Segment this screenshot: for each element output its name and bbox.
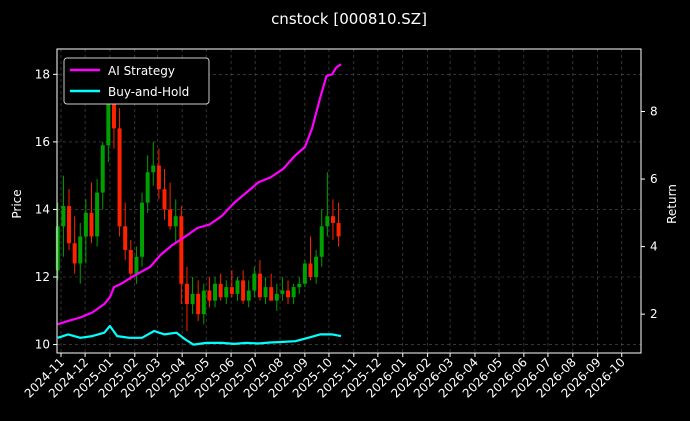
candle-body — [83, 212, 88, 237]
left-axis-label: Price — [10, 189, 24, 218]
candle-body — [297, 283, 302, 288]
candle-body — [218, 283, 223, 298]
candle-body — [156, 165, 161, 190]
candle-body — [302, 263, 307, 284]
candle-body — [117, 128, 122, 227]
candle-body — [196, 293, 201, 315]
candle-body — [330, 216, 335, 223]
right-tick-label: 4 — [650, 240, 658, 254]
candle-body — [213, 283, 218, 301]
right-axis-label: Return — [665, 184, 679, 224]
right-axis: 2 4 6 8 — [641, 104, 658, 321]
candle-body — [291, 287, 296, 298]
series-line-buy-and-hold — [57, 324, 342, 346]
candle-body — [280, 290, 285, 294]
candle-body — [151, 165, 156, 173]
candle-body — [162, 189, 167, 210]
candle-body — [269, 287, 274, 301]
candle-body — [314, 256, 319, 277]
candle-body — [319, 226, 324, 257]
candle-body — [95, 192, 100, 237]
candle-body — [72, 243, 77, 264]
plot-frame — [56, 48, 642, 354]
candle-body — [207, 290, 212, 301]
legend: AI Strategy Buy-and-Hold — [63, 57, 210, 105]
candle-body — [134, 256, 139, 274]
candle-body — [173, 216, 178, 227]
left-tick-label: 16 — [35, 135, 50, 149]
candle-body — [100, 145, 105, 193]
candle-body — [140, 202, 145, 257]
left-tick-label: 14 — [35, 202, 50, 216]
right-tick-label: 6 — [650, 172, 658, 186]
candle-body — [78, 236, 83, 264]
candle-body — [286, 290, 291, 298]
candle-body — [128, 249, 133, 274]
candle-body — [61, 206, 66, 227]
legend-box — [63, 57, 210, 105]
legend-label-buy-and-hold: Buy-and-Hold — [108, 85, 189, 99]
candle-body — [67, 206, 72, 244]
series-line-ai-strategy — [57, 63, 342, 326]
candle-body — [179, 216, 184, 284]
candle-body — [55, 226, 60, 271]
candle-body — [184, 283, 189, 305]
candle-body — [123, 226, 128, 250]
candle-body — [89, 212, 94, 237]
candle-body — [274, 293, 279, 301]
candle-body — [190, 293, 195, 305]
candle-body — [224, 287, 229, 298]
left-tick-label: 10 — [35, 338, 50, 352]
series-lines — [57, 63, 342, 346]
candle-body — [111, 97, 116, 129]
left-tick-label: 18 — [35, 67, 50, 81]
candle-body — [145, 172, 150, 203]
legend-label-ai-strategy: AI Strategy — [108, 64, 175, 78]
candle-body — [235, 280, 240, 294]
left-axis: 10 12 14 16 18 — [35, 67, 57, 352]
candle-body — [106, 97, 111, 146]
candle-body — [252, 273, 257, 291]
candle-body — [229, 287, 234, 294]
chart-title: cnstock [000810.SZ] — [271, 10, 427, 28]
right-tick-label: 2 — [650, 307, 658, 321]
candles — [55, 70, 341, 332]
candle-body — [168, 209, 173, 227]
left-tick-label: 12 — [35, 270, 50, 284]
candle-body — [246, 290, 251, 301]
candle-body — [201, 290, 206, 315]
candle-body — [308, 263, 313, 277]
right-tick-label: 8 — [650, 104, 658, 118]
candle-body — [325, 216, 330, 227]
candle-body — [257, 273, 262, 298]
candle-body — [336, 222, 341, 237]
candle-body — [241, 280, 246, 301]
candle-body — [263, 287, 268, 298]
